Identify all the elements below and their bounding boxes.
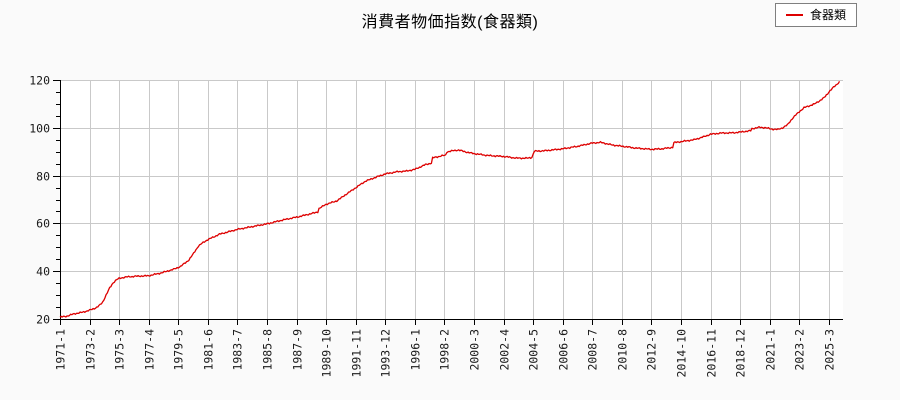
- x-tick-label: 1989-10: [320, 329, 334, 378]
- x-tick-label: 2012-9: [645, 329, 659, 371]
- plot-area: [60, 80, 843, 319]
- x-tick-label: 2016-11: [705, 329, 719, 378]
- x-tick-label: 2010-8: [616, 329, 630, 371]
- x-tick-label: 2002-4: [498, 329, 512, 371]
- x-tick-label: 1991-11: [350, 329, 364, 378]
- x-tick-label: 2000-3: [468, 329, 482, 371]
- gridlines: [60, 80, 843, 319]
- legend-label: 食器類: [809, 8, 846, 22]
- x-tick-label: 1979-5: [172, 329, 186, 371]
- x-tick-label: 1993-12: [379, 329, 393, 377]
- x-tick-label: 1985-8: [261, 329, 275, 371]
- x-tick-label: 1987-9: [291, 329, 305, 371]
- x-tick-label: 2018-12: [734, 329, 748, 377]
- x-tick-label: 2006-6: [557, 329, 571, 371]
- legend: 食器類: [774, 3, 857, 27]
- x-tick-label: 1977-4: [143, 329, 157, 371]
- x-tick-label: 2023-2: [793, 329, 807, 371]
- x-tick-label: 1996-1: [409, 329, 423, 371]
- y-axis-ticks: 20 40 60 80 100 120: [29, 74, 60, 327]
- x-tick-label: 1973-2: [84, 329, 98, 371]
- x-tick-label: 1998-2: [438, 329, 452, 371]
- y-tick-label: 80: [36, 170, 50, 184]
- x-tick-label: 1981-6: [202, 329, 216, 371]
- series-line: [59, 80, 841, 318]
- x-tick-label: 2008-7: [586, 329, 600, 371]
- axes: [60, 80, 843, 320]
- x-tick-label: 2021-1: [764, 329, 778, 371]
- y-tick-label: 20: [36, 313, 50, 327]
- x-tick-label: 2014-10: [675, 329, 689, 378]
- y-tick-label: 40: [36, 265, 50, 279]
- y-tick-label: 100: [29, 122, 50, 136]
- x-tick-label: 2004-5: [527, 329, 541, 371]
- x-tick-label: 1975-3: [113, 329, 127, 371]
- y-tick-label: 60: [36, 217, 50, 231]
- x-tick-label: 2025-3: [823, 329, 837, 371]
- x-axis-ticks: 1971-1 1973-2 1975-3 1977-4 1979-5 1981-6 1983…: [54, 319, 837, 377]
- legend-line-marker-icon: [785, 14, 803, 16]
- x-tick-label: 1983-7: [231, 329, 245, 371]
- x-tick-label: 1971-1: [54, 329, 68, 371]
- chart-title: 消費者物価指数(食器類): [361, 14, 539, 31]
- y-tick-label: 120: [29, 74, 50, 88]
